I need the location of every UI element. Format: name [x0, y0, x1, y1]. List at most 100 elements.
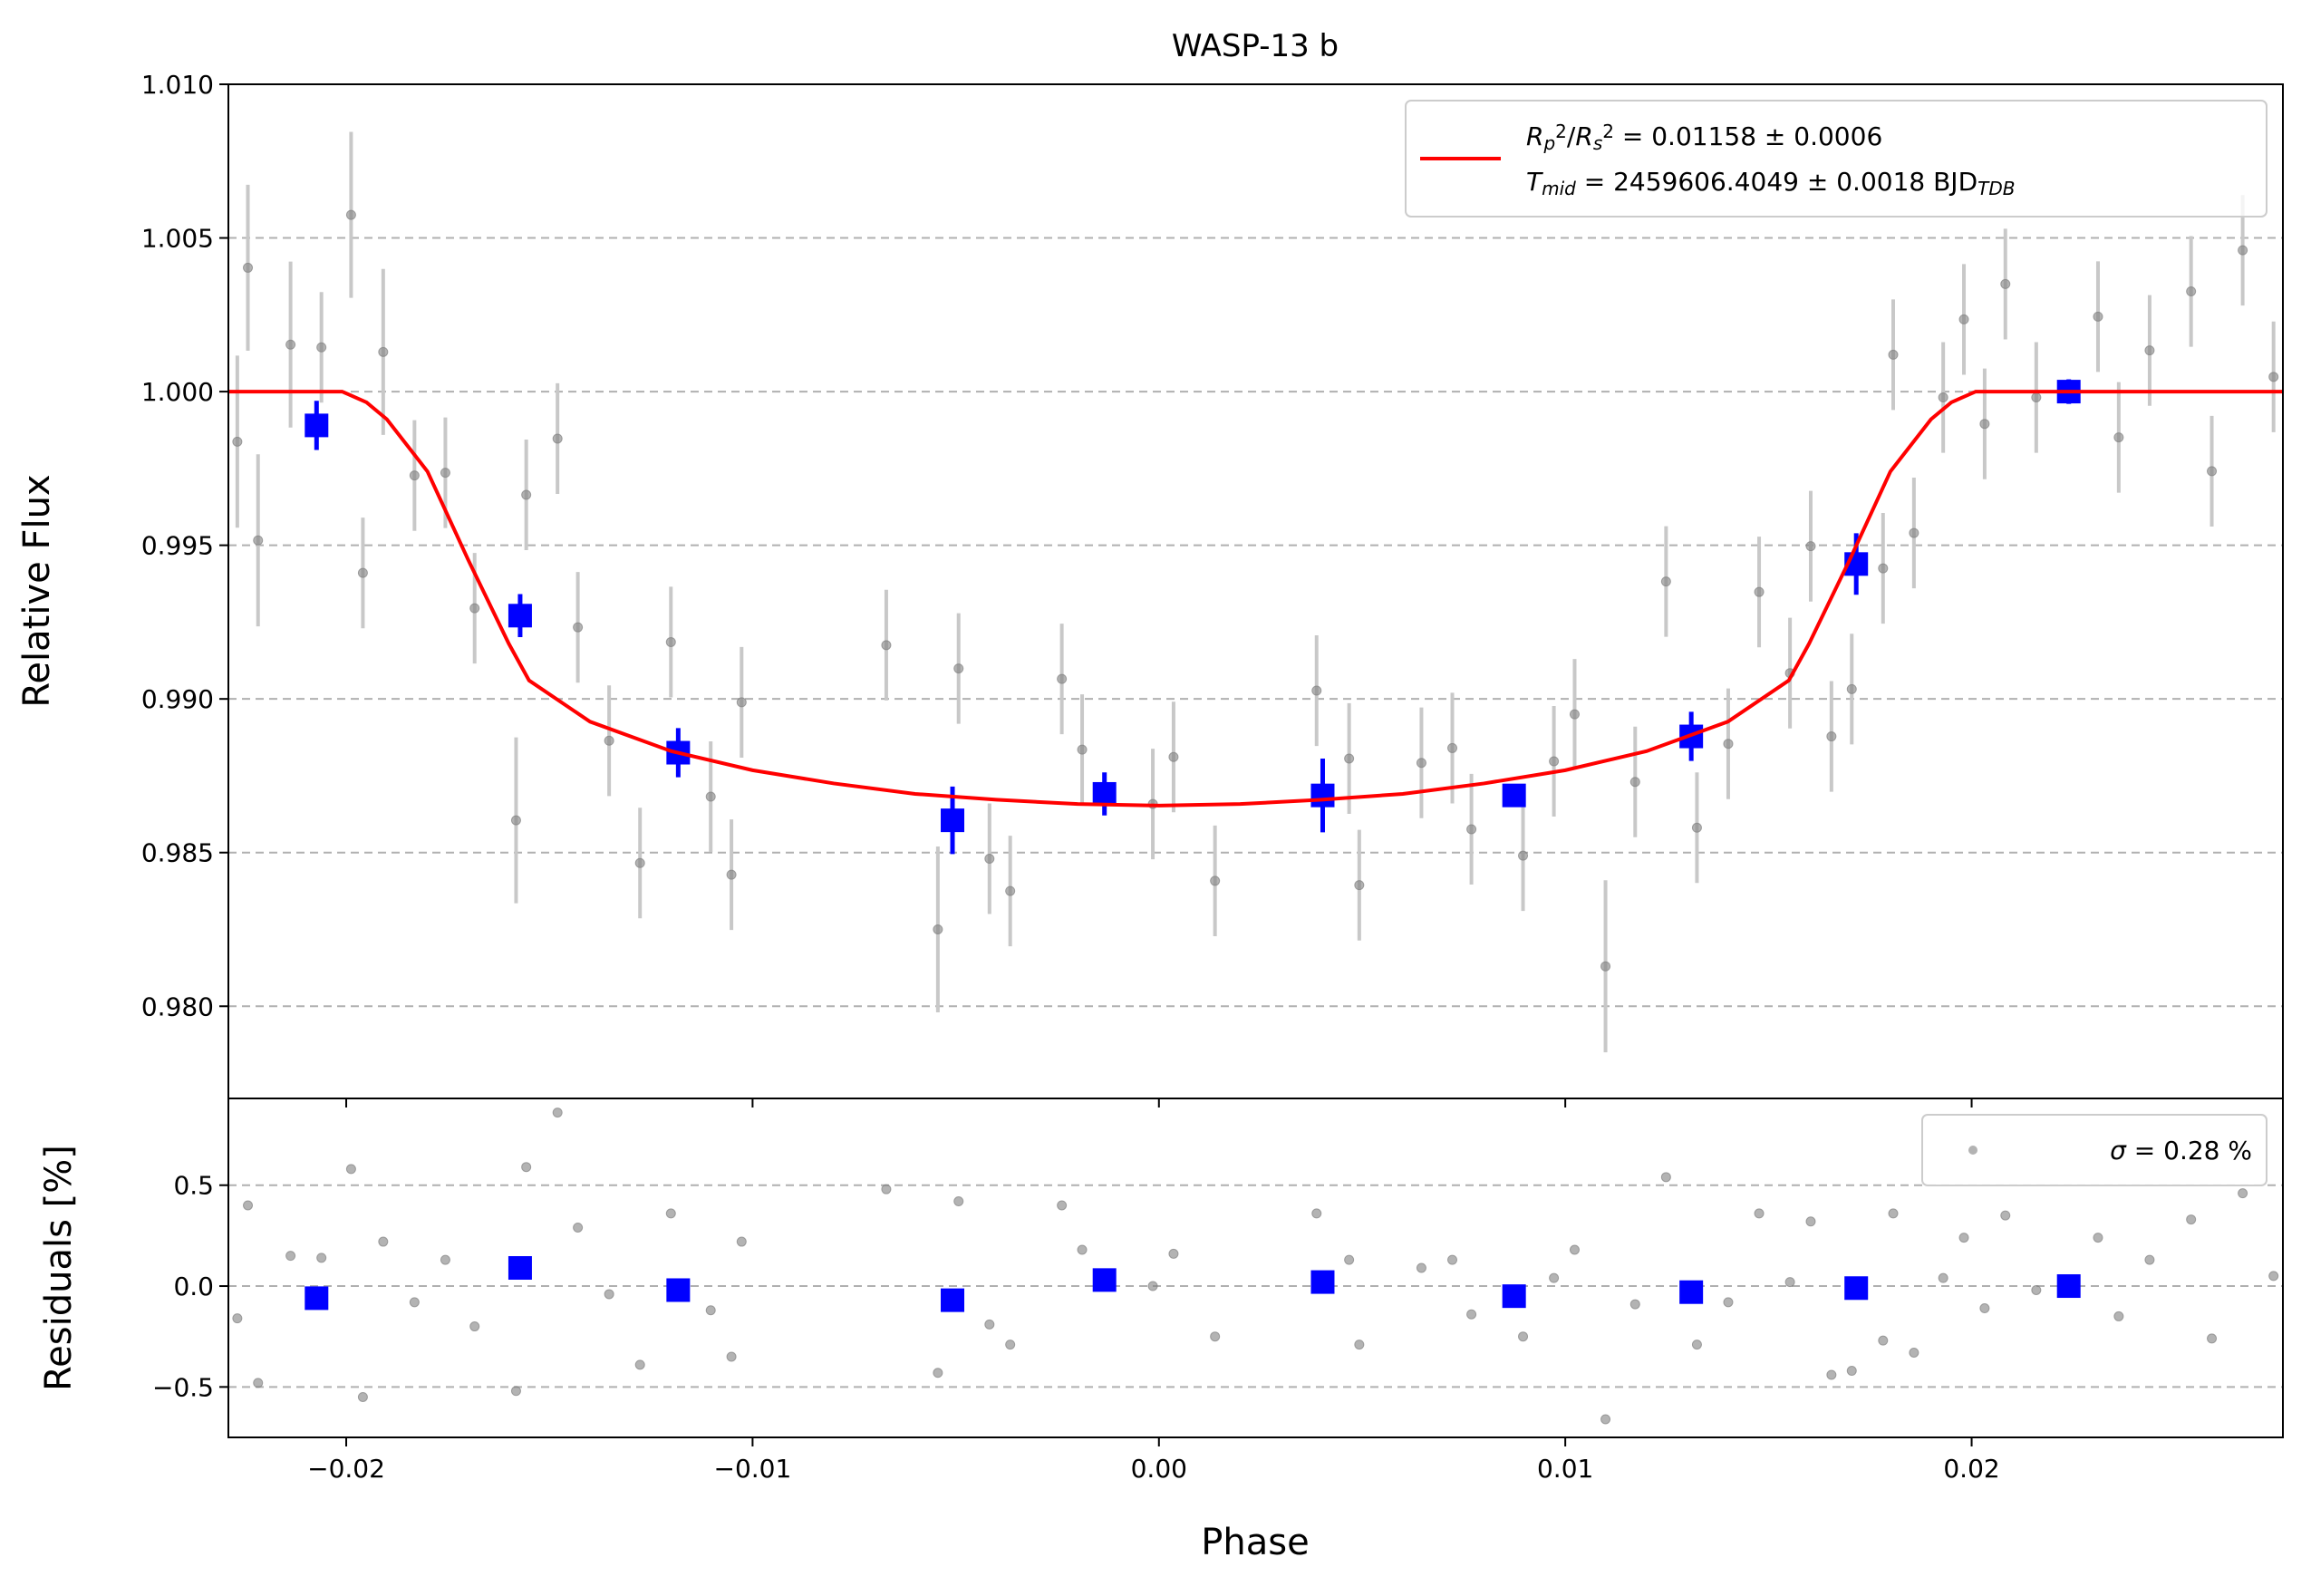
binned-residual — [1092, 1268, 1117, 1292]
residual-point — [1846, 1366, 1857, 1377]
binned-residual — [1679, 1280, 1704, 1304]
data-point — [2093, 311, 2103, 322]
data-point — [1077, 744, 1088, 755]
data-point — [1629, 777, 1640, 788]
data-point — [409, 470, 420, 481]
y-tick-label: 0.0 — [173, 1272, 214, 1301]
residual-point — [2238, 1188, 2248, 1199]
panel: −0.5 0.0 0.5 −0.02 −0.01 0.00 0.01 0.02 σ = 0.28… — [152, 1098, 2284, 1484]
y-tick-label: 0.990 — [141, 684, 214, 714]
x-tick-label: 0.02 — [1943, 1454, 1999, 1484]
data-point — [1416, 758, 1426, 769]
legend-label-part: = 2459606.4049 ± 0.0018 BJD — [1576, 167, 1977, 197]
data-point — [1958, 314, 1969, 324]
data-point — [521, 489, 532, 500]
residual-point — [604, 1289, 614, 1300]
data-point — [634, 857, 645, 868]
residual-point — [1005, 1340, 1016, 1350]
y-tick-label: 1.000 — [141, 377, 214, 407]
data-point — [253, 535, 264, 546]
y-tick-label: 0.985 — [141, 838, 214, 868]
chart-title: WASP-13 b — [1172, 28, 1339, 64]
binned-residual — [1844, 1276, 1869, 1301]
residual-point — [1909, 1348, 1919, 1358]
data-point — [1888, 349, 1899, 360]
data-point — [285, 339, 296, 350]
legend-swatch — [1968, 1146, 1977, 1155]
residual-point — [1805, 1216, 1816, 1227]
data-point — [953, 663, 964, 674]
axes-frame — [227, 1098, 2284, 1438]
data-point — [1210, 875, 1221, 886]
data-point — [1466, 824, 1477, 835]
binned-point — [1502, 783, 1526, 808]
data-point — [232, 436, 243, 447]
y-tick-label: 0.980 — [141, 991, 214, 1021]
residual-point — [469, 1321, 480, 1332]
residual-point — [2093, 1233, 2103, 1243]
panel: 0.9800.9850.9900.9951.0001.0051.010Rp2/R… — [141, 70, 2284, 1099]
residual-point — [440, 1254, 450, 1265]
plot-area — [232, 1108, 2279, 1425]
x-axis-label: Phase — [1201, 1522, 1309, 1563]
legend-label-part: p — [1542, 132, 1555, 154]
residual-point — [1938, 1272, 1948, 1283]
data-point — [378, 346, 389, 357]
residual-point — [1549, 1272, 1560, 1283]
residual-point — [881, 1184, 892, 1195]
data-point — [881, 640, 892, 651]
binned-residual — [2056, 1274, 2081, 1299]
data-point — [933, 924, 943, 934]
binned-residual — [666, 1278, 691, 1302]
residual-point — [2113, 1311, 2124, 1321]
residual-point — [2144, 1254, 2155, 1265]
legend-box — [1405, 100, 2267, 218]
data-point — [2186, 286, 2197, 297]
residual-point — [2268, 1271, 2279, 1282]
residual-point — [285, 1251, 296, 1262]
legend-label-part: s — [1593, 132, 1602, 154]
binned-residual — [1502, 1284, 1526, 1309]
data-point — [357, 567, 368, 578]
residual-point — [378, 1236, 389, 1247]
x-tick-label: −0.02 — [307, 1454, 385, 1484]
data-point — [1344, 753, 1355, 764]
residual-point — [634, 1359, 645, 1370]
residual-point — [232, 1313, 243, 1324]
residual-point — [1210, 1331, 1221, 1342]
residual-point — [345, 1164, 356, 1175]
data-point — [440, 468, 450, 479]
x-tick-label: −0.01 — [714, 1454, 792, 1484]
data-point — [736, 697, 747, 708]
data-point — [1660, 576, 1671, 587]
residual-point — [736, 1236, 747, 1247]
y-axis-label: Relative Flux — [16, 474, 58, 707]
data-point — [1518, 850, 1529, 861]
legend-label-part: R — [1575, 121, 1592, 151]
binned-point — [508, 604, 532, 628]
legend-label-part: TDB — [1977, 178, 2015, 199]
data-point — [665, 636, 676, 647]
residual-point — [1466, 1309, 1477, 1320]
data-point — [705, 791, 716, 802]
legend-label-part: = 0.28 % — [2126, 1136, 2252, 1166]
data-point — [1878, 563, 1889, 574]
legend-label-part: T — [1526, 167, 1543, 197]
residual-point — [573, 1222, 584, 1233]
data-point — [2268, 372, 2279, 382]
residual-point — [1660, 1172, 1671, 1183]
residual-point — [1888, 1208, 1899, 1219]
data-point — [1569, 709, 1580, 720]
residual-point — [1569, 1244, 1580, 1255]
residual-point — [933, 1368, 943, 1378]
data-point — [1600, 961, 1611, 972]
residual-point — [409, 1297, 420, 1308]
model-line — [228, 390, 2283, 808]
data-point — [1909, 527, 1919, 538]
binned-residual — [305, 1286, 329, 1311]
legend-label-part: R — [1526, 121, 1543, 151]
data-point — [2113, 432, 2124, 443]
legend-label-part: 2 — [1555, 121, 1567, 142]
